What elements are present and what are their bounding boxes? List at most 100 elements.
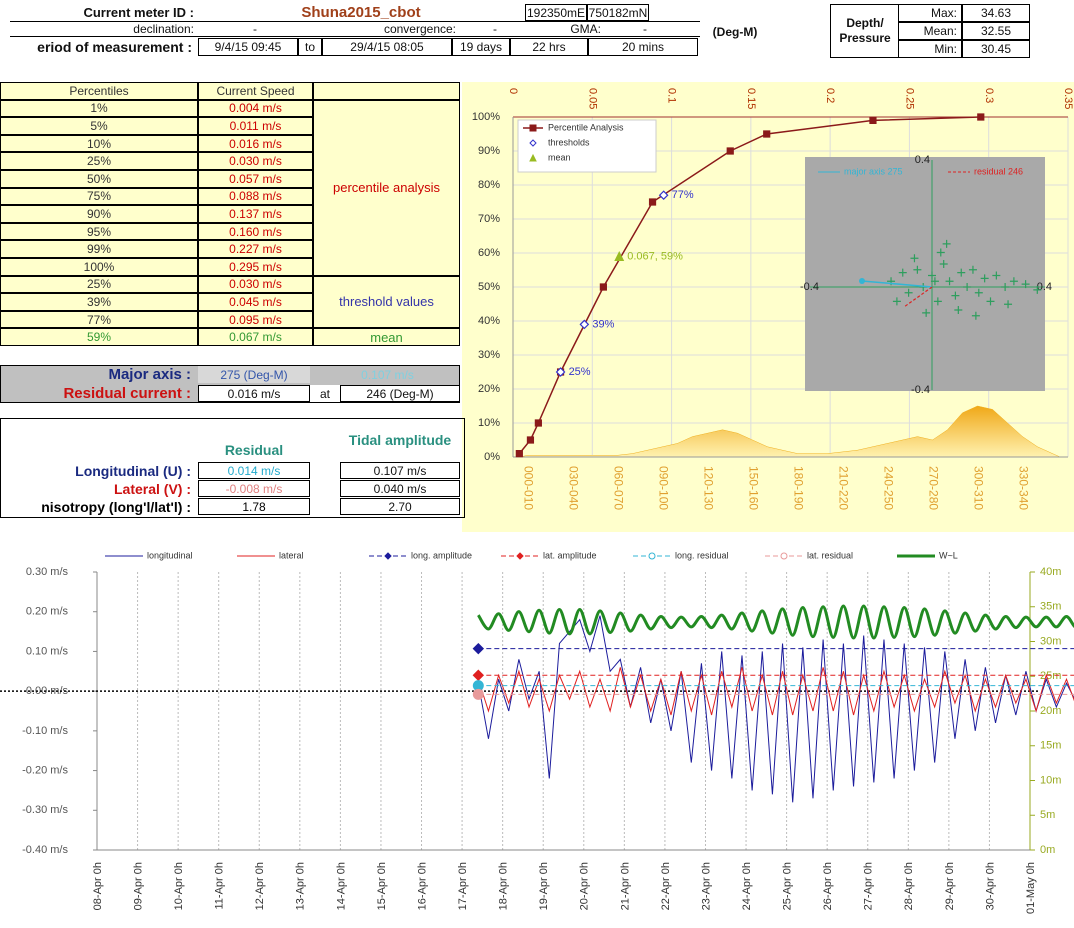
depth-stat-label: Mean: [898,22,962,40]
x-tick-label: 21-Apr 0h [619,862,631,910]
x-tick-label: -0.4 [800,281,819,293]
marker [942,239,951,248]
period-mins: 20 mins [588,38,698,56]
y2-tick-label: 30m [1040,635,1061,647]
legend-label: longitudinal [147,550,193,560]
speed: 0.030 m/s [198,275,313,294]
marker [516,552,524,560]
period-to: to [298,38,322,56]
data-label: 0.067, 59% [627,250,683,262]
marker [599,283,607,291]
period-hrs: 22 hrs [510,38,588,56]
speed: 0.295 m/s [198,258,313,276]
legend-label: major axis 275 [844,166,903,176]
major-axis-line [861,280,933,288]
series-line [518,116,981,455]
marker [579,319,590,330]
depth-stat: 34.63 [962,4,1030,22]
marker [1021,280,1030,289]
y2-tick-label: 20m [1040,705,1061,717]
header-rule [10,21,700,22]
y-tick-label: 30% [478,349,500,361]
y2-tick-label: 35m [1040,601,1061,613]
x-tick-label: 12-Apr 0h [254,862,266,910]
marker [472,669,485,681]
x-tick-label: 300-310 [971,466,985,510]
x-tick-label: 29-Apr 0h [944,862,956,910]
x-tick-label: 10-Apr 0h [173,862,185,910]
x-tick-label: 120-130 [701,466,715,510]
y-tick-label: 80% [478,179,500,191]
x-tick-label: 15-Apr 0h [376,862,388,910]
y-tick-label: 40% [478,315,500,327]
component-residual: 1.78 [198,498,310,515]
marker [968,265,977,274]
marker [898,268,907,277]
x-tick-label: 030-040 [566,466,580,510]
y-tick-label: 0.10 m/s [26,645,69,657]
marker [1004,300,1013,309]
table-header: Current Speed [198,82,313,100]
y-tick-label: 10% [478,417,500,429]
legend-label: long. residual [675,550,729,560]
component-tidal: 2.70 [340,498,460,515]
speed: 0.227 m/s [198,240,313,258]
x-tick-label: 26-Apr 0h [822,862,834,910]
major-axis-end [859,278,865,284]
sheet: Current meter ID : Shuna2015_cbot 192350mE… [0,4,1030,518]
y-tick-label: -0.10 m/s [22,725,68,737]
x-tick-label: 0.35 [1062,88,1074,109]
marker [869,116,877,124]
y-tick-label: 0.30 m/s [26,566,69,578]
percentile: 25% [0,152,198,170]
x-tick-label: 17-Apr 0h [457,862,469,910]
legend-label: lat. residual [807,550,853,560]
component-tidal: 0.040 m/s [340,480,460,497]
speed: 0.016 m/s [198,134,313,153]
residual-header: Residual [224,442,284,458]
major-axis-speed: 0.107 m/s [361,367,414,382]
marker [971,311,980,320]
marker [726,147,734,155]
speed: 0.160 m/s [198,222,313,241]
inset-bg [805,157,1045,391]
marker [892,297,901,306]
components-frame [0,418,465,518]
y-tick-label: -0.20 m/s [22,764,68,776]
marker [933,297,942,306]
marker [992,271,1001,280]
y-tick-label: -0.30 m/s [22,804,68,816]
header-rule [10,36,700,37]
marker [763,130,771,138]
depth-stat: 30.45 [962,40,1030,58]
period-days: 19 days [452,38,510,56]
speed: 0.004 m/s [198,99,313,118]
x-tick-label: 060-070 [611,466,625,510]
speed: 0.011 m/s [198,117,313,135]
marker [529,139,537,147]
y2-tick-label: 25m [1040,670,1061,682]
speed: 0.137 m/s [198,205,313,223]
period-label: eriod of measurement : [37,39,192,55]
x-tick-label: 240-250 [881,466,895,510]
marker [648,552,656,560]
y-tick-label: 50% [478,281,500,293]
percentile: 59% [0,328,198,346]
y-tick-label: 90% [478,145,500,157]
series-line [477,667,1074,716]
marker [526,436,535,444]
marker [910,254,919,263]
period-end: 29/4/15 08:05 [322,38,452,56]
group-label: percentile analysis [313,99,460,276]
marker [614,251,625,261]
x-tick-label: 0.1 [666,88,678,103]
x-tick-label: 0.05 [586,88,598,109]
x-tick-label: 13-Apr 0h [295,862,307,910]
major-axis-label: Major axis : [108,366,191,383]
speed: 0.067 m/s [198,328,313,346]
y2-tick-label: 5m [1040,809,1055,821]
declination-label: declination: [133,22,194,36]
x-tick-label: 000-010 [521,466,535,510]
marker [974,288,983,297]
